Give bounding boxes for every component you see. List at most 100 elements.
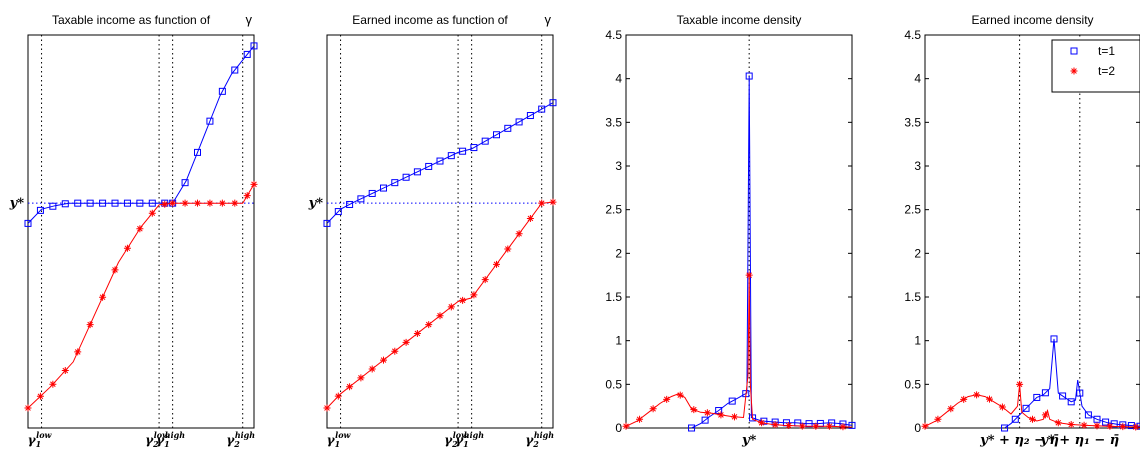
axes-box	[326, 34, 554, 429]
series-marker-2	[1016, 380, 1024, 388]
series-marker-2	[771, 421, 779, 429]
series-marker-1	[470, 144, 478, 152]
x-tick-label: γ2high	[525, 430, 554, 449]
y-tick-label: 3	[914, 159, 921, 173]
series-marker-1	[425, 162, 433, 170]
series-marker-2	[346, 383, 354, 391]
series-marker-2	[745, 271, 753, 279]
chart-title: Taxable income density	[677, 13, 802, 27]
series-marker-1	[1011, 415, 1019, 423]
series-marker-2	[758, 419, 766, 427]
x-tick-label: y*	[741, 433, 757, 448]
series-marker-1	[1093, 415, 1101, 423]
series-marker-2	[61, 367, 69, 375]
series-marker-2	[622, 422, 630, 430]
series-marker-2	[973, 391, 981, 399]
legend-label: t=2	[1098, 64, 1115, 78]
series-marker-1	[701, 416, 709, 424]
x-tick-label: γ2low	[145, 430, 170, 449]
series-marker-2	[538, 199, 546, 207]
series-marker-2	[470, 291, 478, 299]
series-marker-1	[1033, 393, 1041, 401]
y-tick-label: 2	[615, 246, 622, 260]
axes-box	[924, 34, 1140, 429]
series-marker-1	[74, 199, 82, 207]
series-marker-1	[181, 179, 189, 187]
series-marker-2	[49, 380, 57, 388]
series-marker-1	[493, 131, 500, 139]
series-marker-2	[663, 395, 671, 403]
series-marker-2	[960, 395, 968, 403]
series-marker-1	[111, 199, 119, 207]
y-tick-label: 3.5	[904, 115, 921, 129]
series-marker-1	[1067, 398, 1075, 406]
series-marker-1	[481, 137, 489, 145]
series-marker-1	[61, 200, 69, 208]
series-marker-1	[459, 147, 467, 155]
y-tick-label: 1	[914, 334, 921, 348]
series-marker-1	[402, 173, 410, 181]
series-marker-2	[136, 225, 144, 233]
series-marker-1	[380, 184, 387, 192]
y-tick-label: 0	[615, 421, 622, 435]
chart-title: Taxable income as function of	[52, 13, 211, 27]
y-tick-label: 2.5	[605, 203, 622, 217]
x-tick-label: γ1high	[156, 430, 185, 449]
series-marker-2	[86, 321, 94, 329]
series-marker-2	[181, 199, 189, 207]
legend-box	[1051, 39, 1140, 93]
legend-label: t=1	[1098, 44, 1115, 58]
x-tick-label: γ2low	[444, 430, 469, 449]
axes-box	[27, 34, 255, 429]
series-marker-2	[1119, 423, 1127, 431]
series-marker-2	[703, 409, 711, 417]
series-marker-1	[391, 179, 399, 187]
chart-title: Earned income as function of	[352, 13, 508, 27]
series-marker-2	[934, 415, 942, 423]
series-marker-2	[921, 422, 929, 430]
series-marker-2	[231, 199, 239, 207]
series-marker-1	[323, 219, 331, 227]
series-marker-2	[481, 276, 489, 284]
series-marker-1	[1022, 404, 1030, 412]
series-marker-2	[1080, 421, 1088, 429]
series-marker-2	[636, 415, 644, 423]
series-marker-1	[1050, 335, 1058, 343]
series-marker-1	[357, 195, 365, 203]
series-marker-2	[1106, 422, 1114, 430]
legend-marker	[1070, 47, 1078, 55]
series-marker-1	[194, 148, 201, 156]
series-marker-2	[1067, 421, 1075, 429]
series-marker-2	[413, 329, 421, 337]
chart-panel-4: Earned income density 0 0.5 1 1.5 2 2.5 3 3.5 4 4.…	[904, 13, 1140, 448]
series-marker-1	[136, 199, 144, 207]
series-marker-1	[250, 42, 258, 50]
series-marker-2	[947, 405, 955, 413]
y-tick-label: 1.5	[605, 290, 622, 304]
series-marker-2	[436, 312, 444, 320]
series-marker-2	[447, 303, 455, 311]
y-tick-label: 4.5	[605, 28, 622, 42]
series-marker-1	[231, 66, 239, 74]
y-tick-label: 1	[615, 334, 622, 348]
series-line-1	[27, 45, 255, 224]
y-tick-label: 3.5	[605, 115, 622, 129]
y-tick-label: 4.5	[904, 28, 921, 42]
series-marker-1	[538, 105, 546, 113]
series-marker-1	[447, 152, 455, 160]
series-marker-2	[1041, 411, 1049, 419]
series-marker-2	[194, 199, 201, 207]
series-marker-1	[745, 72, 753, 80]
series-marker-2	[649, 405, 657, 413]
series-marker-1	[848, 421, 856, 429]
series-marker-1	[1041, 389, 1049, 397]
series-marker-2	[357, 374, 365, 382]
series-marker-2	[998, 403, 1006, 411]
series-marker-1	[24, 219, 32, 227]
series-marker-2	[549, 198, 557, 206]
x-tick-label: γ1high	[455, 430, 484, 449]
y-star-label: y*	[308, 196, 324, 211]
series-marker-2	[36, 392, 44, 400]
chart-panel-3: Taxable income density 0 0.5 1 1.5 2 2.5 3 3.5 4 4…	[605, 13, 856, 448]
axes-box	[625, 34, 853, 429]
